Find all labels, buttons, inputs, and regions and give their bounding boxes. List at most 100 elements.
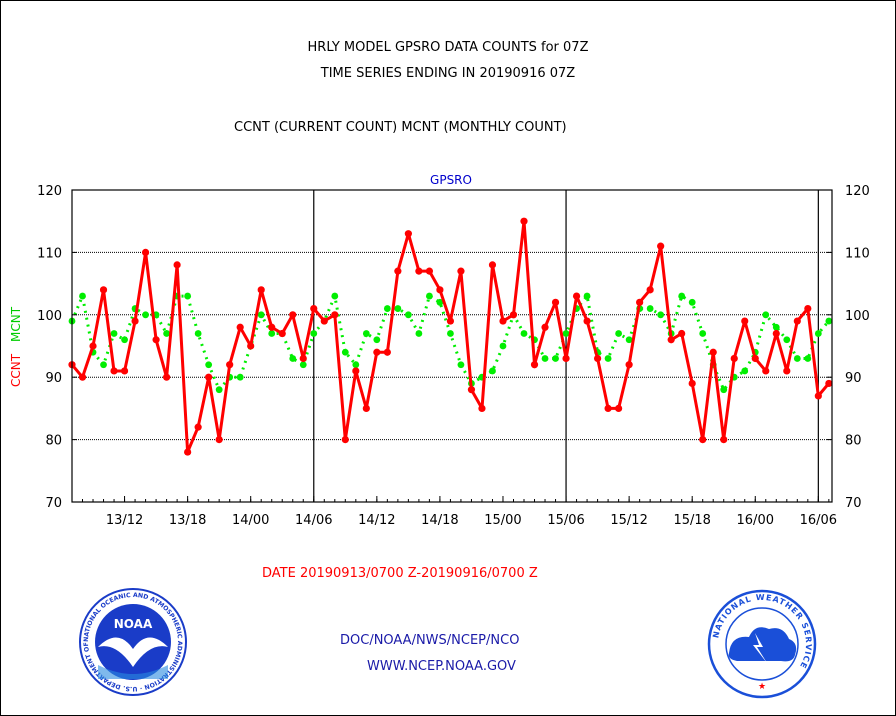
series-layer [68, 217, 833, 456]
data-point-mcnt [289, 355, 297, 362]
x-tick-label: 16/06 [800, 513, 837, 528]
data-point-ccnt [373, 348, 381, 356]
data-point-ccnt [751, 354, 759, 363]
data-point-ccnt [383, 348, 391, 356]
nws-star-icon: ★ [758, 682, 766, 692]
data-point-ccnt [184, 448, 192, 456]
plot-area-border [71, 189, 833, 503]
data-point-mcnt [163, 330, 171, 337]
data-point-ccnt [488, 261, 497, 269]
data-point-mcnt [100, 361, 107, 369]
data-point-ccnt [730, 354, 738, 363]
x-tick-label: 14/06 [295, 513, 332, 528]
data-point-ccnt [89, 342, 97, 350]
data-point-mcnt [194, 330, 202, 337]
x-tick-label: 15/06 [547, 513, 584, 528]
data-point-mcnt [310, 330, 318, 337]
data-point-ccnt [362, 404, 370, 412]
data-point-mcnt [562, 330, 570, 337]
data-point-mcnt [583, 292, 591, 300]
data-point-ccnt [152, 336, 160, 344]
noaa-inner-disc [95, 604, 171, 680]
data-point-mcnt [489, 367, 496, 375]
data-point-mcnt [215, 386, 223, 394]
data-point-mcnt [236, 373, 244, 381]
data-point-ccnt [299, 354, 307, 363]
y-tick-label-left: 90 [45, 371, 62, 386]
data-point-mcnt [415, 330, 423, 337]
y-tick-label-right: 90 [845, 371, 862, 386]
data-point-ccnt [520, 217, 528, 225]
y-axis-label-ccnt: CCNT [9, 353, 23, 387]
data-point-ccnt [257, 286, 265, 294]
data-point-mcnt [331, 292, 339, 300]
data-point-ccnt [562, 354, 570, 363]
data-point-mcnt [268, 330, 276, 337]
data-point-ccnt [457, 267, 465, 275]
data-point-ccnt [289, 311, 297, 319]
data-point-mcnt [741, 367, 749, 375]
y-tick-label-right: 80 [845, 434, 862, 449]
data-point-ccnt [678, 329, 686, 338]
data-point-mcnt [552, 355, 559, 362]
data-point-ccnt [331, 311, 339, 319]
data-point-ccnt [772, 329, 780, 338]
data-point-mcnt [352, 361, 360, 369]
data-point-ccnt [636, 298, 644, 306]
y-tick-label-left: 120 [37, 184, 62, 199]
data-point-ccnt [572, 292, 581, 300]
data-point-mcnt [373, 336, 381, 344]
data-point-ccnt [194, 423, 202, 431]
data-point-mcnt [520, 330, 528, 337]
date-range-label: DATE 20190913/0700 Z-20190916/0700 Z [262, 566, 538, 581]
data-point-mcnt [383, 305, 391, 312]
data-point-ccnt [341, 436, 349, 444]
x-tick-label: 15/00 [484, 513, 521, 528]
data-point-mcnt [457, 361, 465, 369]
data-point-mcnt [299, 361, 307, 369]
data-point-ccnt [78, 373, 87, 381]
data-point-ccnt [814, 392, 822, 400]
data-point-mcnt [499, 342, 507, 350]
data-point-ccnt [615, 404, 623, 412]
nws-logo: NATIONAL WEATHER SERVICE ★ [707, 589, 817, 699]
data-point-mcnt [804, 355, 812, 362]
y-tick-label-left: 70 [45, 496, 62, 511]
x-tick-label: 15/18 [673, 513, 710, 528]
data-point-mcnt [257, 311, 265, 319]
org-path-label: DOC/NOAA/NWS/NCEP/NCO [340, 633, 520, 648]
data-point-ccnt [404, 230, 412, 238]
noaa-logo-text: NOAA [114, 617, 153, 631]
y-tick-label-right: 120 [845, 184, 870, 199]
data-point-mcnt [142, 311, 149, 319]
data-point-ccnt [278, 329, 286, 338]
data-point-mcnt [541, 355, 549, 362]
data-point-ccnt [467, 386, 476, 394]
data-point-ccnt [646, 286, 654, 294]
data-point-mcnt [404, 311, 412, 319]
data-point-ccnt [793, 317, 801, 325]
data-point-ccnt [657, 242, 665, 250]
data-point-ccnt [741, 317, 749, 325]
data-point-ccnt [120, 367, 129, 375]
data-point-ccnt [783, 367, 791, 375]
y-tick-label-left: 80 [45, 434, 62, 449]
data-point-mcnt [362, 330, 370, 337]
data-point-mcnt [814, 330, 822, 337]
x-tick-label: 14/00 [232, 513, 269, 528]
data-point-ccnt [541, 323, 549, 331]
data-point-ccnt [446, 317, 455, 325]
data-point-mcnt [615, 330, 623, 337]
data-point-ccnt [583, 317, 591, 325]
data-point-ccnt [226, 361, 234, 369]
data-point-mcnt [436, 298, 444, 306]
data-point-ccnt [762, 367, 770, 375]
data-point-ccnt [593, 354, 602, 363]
website-link[interactable]: WWW.NCEP.NOAA.GOV [367, 659, 516, 674]
data-point-mcnt [825, 317, 833, 325]
data-point-ccnt [310, 304, 318, 313]
chart-title-line2: TIME SERIES ENDING IN 20190916 07Z [320, 66, 576, 81]
data-point-mcnt [762, 311, 770, 319]
x-tick-label: 16/00 [737, 513, 774, 528]
